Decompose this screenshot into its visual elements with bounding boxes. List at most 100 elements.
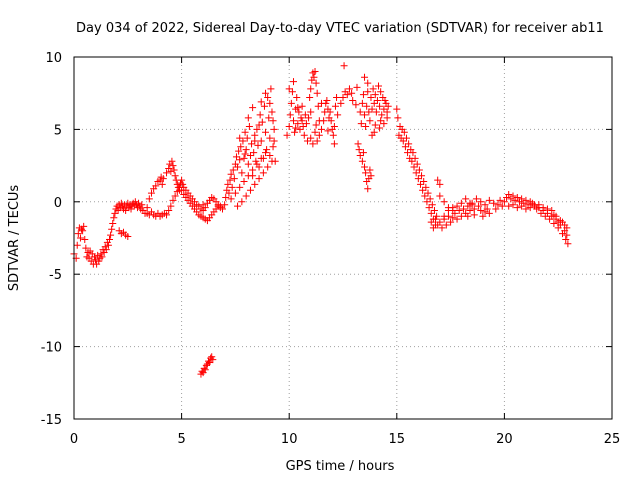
data-point (462, 195, 470, 203)
data-point (297, 114, 305, 122)
data-point (237, 143, 245, 151)
data-point (330, 140, 338, 148)
data-point (224, 180, 232, 188)
data-point (266, 151, 274, 159)
data-point (492, 205, 500, 213)
data-point (251, 137, 259, 145)
data-point (225, 189, 233, 197)
data-point (375, 82, 383, 90)
data-point (303, 137, 311, 145)
data-point (472, 195, 480, 203)
data-point (371, 91, 379, 99)
data-point (262, 149, 270, 157)
data-point (366, 117, 374, 125)
data-point (246, 186, 254, 194)
data-point (310, 73, 318, 81)
data-point (426, 195, 434, 203)
data-point (509, 201, 517, 209)
data-point (82, 244, 90, 252)
data-point (479, 212, 487, 220)
data-point (331, 102, 339, 110)
data-point (240, 178, 248, 186)
data-point (356, 108, 364, 116)
data-point (317, 125, 325, 133)
data-point (285, 85, 293, 93)
data-point (104, 241, 112, 249)
data-point (505, 191, 513, 199)
data-point (295, 108, 303, 116)
data-point (244, 160, 252, 168)
data-point (98, 253, 106, 261)
data-point (266, 134, 274, 142)
y-tick-label: -5 (49, 268, 62, 283)
data-point (348, 89, 356, 97)
data-point (298, 102, 306, 110)
data-point (249, 104, 257, 112)
data-point (171, 172, 179, 180)
data-point (298, 117, 306, 125)
data-point (444, 206, 452, 214)
data-point (253, 160, 261, 168)
data-point (513, 193, 521, 201)
data-point (475, 202, 483, 210)
data-point (464, 212, 472, 220)
data-points (70, 62, 572, 378)
data-point (107, 231, 115, 239)
data-point (429, 224, 437, 232)
data-point (102, 246, 110, 254)
data-point (242, 192, 250, 200)
data-point (428, 201, 436, 209)
data-point (257, 98, 265, 106)
y-axis: -15 -10 -5 0 5 10 (41, 51, 612, 428)
data-point (101, 243, 109, 251)
data-point (421, 192, 429, 200)
data-point (356, 151, 364, 159)
data-point (362, 169, 370, 177)
data-point (339, 94, 347, 102)
data-point (306, 94, 314, 102)
data-point (170, 166, 178, 174)
data-point (357, 120, 365, 128)
data-point (240, 154, 248, 162)
data-point (236, 156, 244, 164)
data-point (292, 124, 300, 132)
data-point (509, 192, 517, 200)
data-point (399, 137, 407, 145)
data-point (244, 172, 252, 180)
y-tick-label: 10 (45, 51, 62, 66)
data-point (74, 230, 82, 238)
data-point (424, 189, 432, 197)
data-point (109, 220, 117, 228)
data-point (380, 120, 388, 128)
data-point (323, 96, 331, 104)
data-point (92, 256, 100, 264)
x-axis-label: GPS time / hours (286, 459, 395, 474)
data-point (337, 99, 345, 107)
data-point (440, 198, 448, 206)
data-point (285, 123, 293, 131)
data-point (90, 253, 98, 261)
data-point (165, 206, 173, 214)
y-tick-label: 5 (54, 123, 62, 138)
data-point (312, 121, 320, 129)
data-point (361, 163, 369, 171)
data-point (505, 202, 513, 210)
data-point (361, 111, 369, 119)
data-point (415, 166, 423, 174)
data-point (329, 131, 337, 139)
data-point (518, 202, 526, 210)
data-point (97, 250, 105, 258)
data-point (349, 96, 357, 104)
data-point (324, 127, 332, 135)
data-point (380, 105, 388, 113)
data-point (333, 94, 341, 102)
data-point (485, 209, 493, 217)
data-point (355, 146, 363, 154)
data-point (260, 102, 268, 110)
data-point (405, 140, 413, 148)
data-point (230, 175, 238, 183)
data-point (408, 157, 416, 165)
data-point (313, 137, 321, 145)
data-point (268, 108, 276, 116)
data-point (249, 166, 257, 174)
